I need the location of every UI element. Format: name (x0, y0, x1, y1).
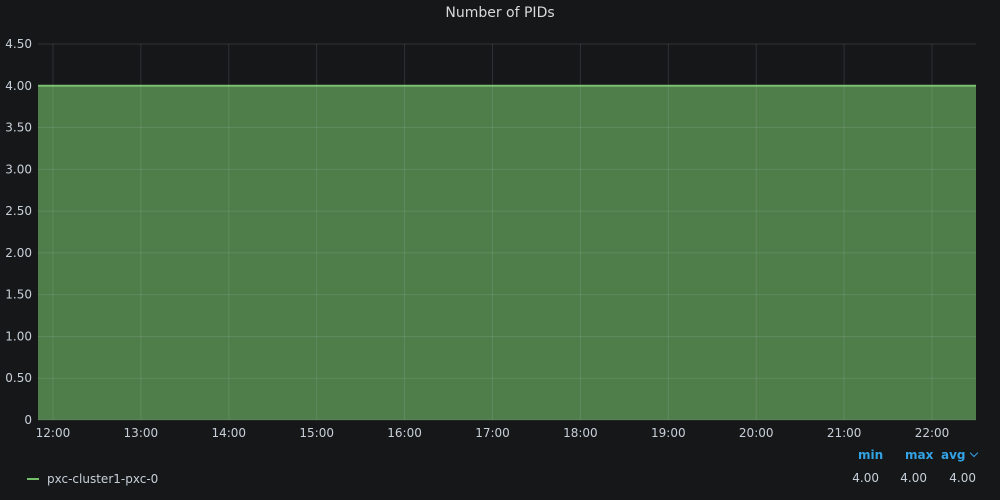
x-tick-label: 20:00 (739, 426, 774, 440)
series-area (38, 85, 976, 421)
x-tick-label: 12:00 (36, 426, 71, 440)
series-color-swatch[interactable] (27, 478, 39, 480)
x-tick-label: 22:00 (915, 426, 950, 440)
legend-header-min[interactable]: min (858, 448, 884, 462)
legend-value-avg: 4.00 (949, 471, 976, 485)
y-tick-label: 3.00 (5, 162, 32, 176)
legend-header-avg-label: avg (941, 448, 966, 462)
x-tick-label: 18:00 (563, 426, 598, 440)
legend-value-max: 4.00 (900, 471, 927, 485)
legend-header-max[interactable]: max (905, 448, 934, 462)
y-tick-label: 3.50 (5, 121, 32, 135)
x-tick-label: 14:00 (211, 426, 246, 440)
legend-item[interactable]: pxc-cluster1-pxc-0 (27, 471, 158, 487)
chart-plot: 0 0.50 1.00 1.50 2.00 2.50 3.00 3.50 4.00 4.50 12:… (5, 37, 976, 440)
legend-header-avg[interactable]: avg (941, 448, 978, 462)
legend-series-name[interactable]: pxc-cluster1-pxc-0 (47, 472, 159, 486)
y-tick-label: 0 (24, 413, 32, 427)
y-tick-label: 2.50 (5, 204, 32, 218)
chevron-down-icon (969, 448, 978, 458)
x-tick-label: 16:00 (387, 426, 422, 440)
x-tick-label: 13:00 (124, 426, 159, 440)
x-tick-label: 17:00 (475, 426, 510, 440)
x-tick-label: 21:00 (827, 426, 862, 440)
y-tick-label: 1.50 (5, 288, 32, 302)
y-tick-label: 4.50 (5, 37, 32, 51)
x-tick-label: 19:00 (651, 426, 686, 440)
y-tick-label: 4.00 (5, 79, 32, 93)
y-tick-label: 0.50 (5, 371, 32, 385)
y-tick-label: 2.00 (5, 246, 32, 260)
y-tick-label: 1.00 (5, 329, 32, 343)
legend-value-min: 4.00 (852, 471, 879, 485)
panel-title[interactable]: Number of PIDs (445, 5, 555, 21)
x-tick-label: 15:00 (299, 426, 334, 440)
